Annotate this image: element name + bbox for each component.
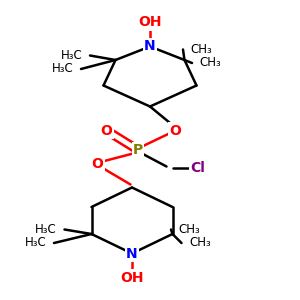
Text: CH₃: CH₃ <box>200 56 221 70</box>
Text: CH₃: CH₃ <box>189 236 211 250</box>
Text: O: O <box>92 157 104 170</box>
Text: CH₃: CH₃ <box>190 43 212 56</box>
Text: N: N <box>126 247 138 260</box>
Text: H₃C: H₃C <box>61 49 82 62</box>
Text: H₃C: H₃C <box>25 236 46 250</box>
Text: CH₃: CH₃ <box>178 223 200 236</box>
Text: N: N <box>144 40 156 53</box>
Text: Cl: Cl <box>190 161 206 175</box>
Text: H₃C: H₃C <box>35 223 57 236</box>
Text: O: O <box>100 124 112 137</box>
Text: O: O <box>169 124 181 137</box>
Text: P: P <box>133 143 143 157</box>
Text: H₃C: H₃C <box>52 62 74 76</box>
Text: OH: OH <box>138 16 162 29</box>
Text: OH: OH <box>120 271 144 284</box>
